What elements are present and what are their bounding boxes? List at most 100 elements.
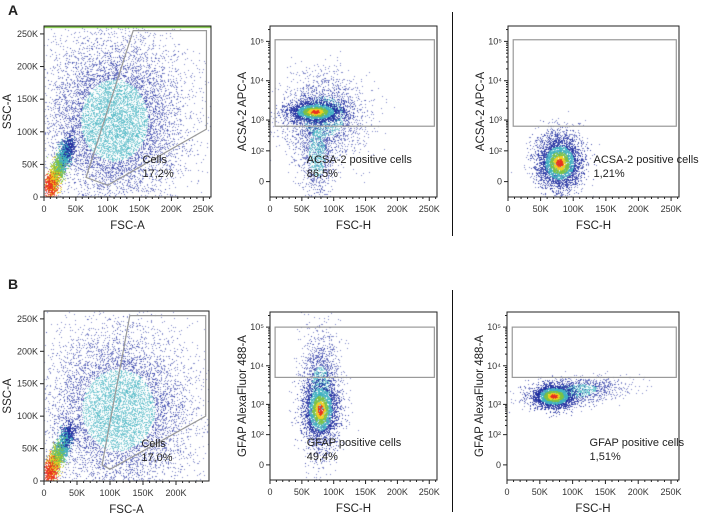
y-tick-label: 200K: [17, 346, 38, 356]
density-scatter: [507, 312, 679, 480]
y-tick-label: 10⁴: [250, 76, 264, 86]
plot-frame: [269, 311, 438, 481]
y-tick-label: 50K: [22, 444, 38, 454]
y-tick-label: 10²: [251, 146, 264, 156]
x-tick-label: 0: [267, 487, 272, 497]
gate-name: GFAP positive cells: [307, 437, 402, 449]
y-tick-label: 150K: [17, 379, 38, 389]
plot-axes: 0 50K 100K 150K 200K 250K 0 10² 10³ 10⁴ 10⁵ FSC-H AC…: [475, 25, 699, 232]
plot-frame: [506, 311, 680, 481]
x-tick-label: 200K: [628, 487, 649, 497]
gate-polygon[interactable]: [85, 30, 208, 186]
gate-rectangle[interactable]: [511, 326, 677, 378]
panel-label-a: A: [8, 2, 19, 18]
x-tick-label: 250K: [419, 487, 440, 497]
gate-name: Cells: [143, 154, 168, 166]
x-tick-label: 100K: [563, 204, 584, 214]
y-axis-title: GFAP AlexaFluor 488-A: [237, 335, 249, 457]
panel-label-b: B: [8, 276, 19, 292]
y-axis-title: SSC-A: [2, 94, 14, 129]
gate-rectangle[interactable]: [274, 326, 435, 378]
y-tick-label: 10²: [489, 146, 502, 156]
flow-plot-1: 0 50K 100K 150K 200K 250K 0 50K 100K 150K 200K 250K…: [2, 25, 214, 232]
gate-name: ACSA-2 positive cells: [307, 154, 413, 166]
y-tick-label: 0: [33, 476, 38, 486]
panel-divider-a: [452, 12, 453, 236]
y-tick-label: 50K: [22, 159, 38, 169]
y-tick-label: 0: [259, 460, 264, 470]
y-tick-label: 0: [497, 177, 502, 187]
x-axis-title: FSC-H: [576, 220, 611, 232]
x-tick-label: 100K: [323, 487, 344, 497]
y-tick-label: 10⁵: [250, 322, 264, 332]
x-tick-label: 50K: [532, 487, 548, 497]
gate-percent: 86,5%: [307, 168, 338, 180]
gate-rectangle[interactable]: [274, 39, 435, 127]
y-tick-label: 10⁵: [488, 36, 502, 46]
plot-axes: 0 50K 100K 150K 200K 250K 0 50K 100K 150K 200K 250K…: [2, 25, 214, 232]
x-tick-label: 200K: [165, 488, 186, 498]
plot-axes: 0 50K 100K 150K 200K 250K 0 10² 10³ 10⁴ 10⁵ FSC-H AC…: [237, 25, 440, 232]
gate-polygon[interactable]: [101, 315, 207, 471]
x-tick-label: 50K: [294, 487, 310, 497]
x-tick-label: 250K: [661, 204, 682, 214]
y-tick-label: 250K: [17, 314, 38, 324]
density-scatter: [44, 311, 209, 481]
x-axis-title: FSC-A: [109, 504, 144, 516]
gate-name: GFAP positive cells: [590, 437, 685, 449]
y-axis-title: GFAP AlexaFluor 488-A: [474, 335, 486, 457]
y-tick-label: 10⁴: [488, 76, 502, 86]
density-scatter: [270, 26, 437, 197]
y-tick-label: 100K: [17, 411, 38, 421]
y-tick-label: 10²: [488, 430, 501, 440]
y-tick-label: 10³: [489, 115, 502, 125]
flow-plot-6: 0 50K 100K 150K 200K 250K 0 10² 10³ 10⁴ 10⁵ FSC-H GF…: [474, 311, 685, 515]
gate-rectangle[interactable]: [512, 39, 677, 127]
x-tick-label: 250K: [419, 204, 440, 214]
panel-divider-b: [452, 290, 453, 512]
gate-percent: 1,51%: [590, 451, 621, 463]
x-tick-label: 150K: [355, 204, 376, 214]
density-scatter: [44, 26, 211, 197]
y-tick-label: 200K: [17, 62, 38, 72]
y-tick-label: 0: [496, 460, 501, 470]
plot-frame: [507, 25, 680, 198]
x-tick-label: 0: [41, 488, 46, 498]
flow-plot-5: 0 50K 100K 150K 200K 250K 0 10² 10³ 10⁴ 10⁵ FSC-H GF…: [237, 311, 440, 515]
y-tick-label: 10⁴: [487, 361, 501, 371]
y-axis-title: SSC-A: [2, 378, 14, 413]
x-tick-label: 50K: [294, 204, 310, 214]
x-tick-label: 250K: [661, 487, 682, 497]
y-tick-label: 250K: [17, 29, 38, 39]
y-tick-label: 100K: [17, 127, 38, 137]
x-tick-label: 250K: [193, 204, 214, 214]
density-scatter: [508, 26, 679, 197]
gate-percent: 17,2%: [143, 168, 174, 180]
plot-axes: 0 50K 100K 150K 200K 250K 0 10² 10³ 10⁴ 10⁵ FSC-H GF…: [474, 311, 685, 515]
x-tick-label: 0: [267, 204, 272, 214]
y-tick-label: 10⁴: [250, 361, 264, 371]
x-axis-title: FSC-H: [336, 220, 371, 232]
x-axis-title: FSC-H: [575, 503, 610, 515]
gate-percent: 1,21%: [594, 168, 625, 180]
y-tick-label: 10³: [488, 399, 501, 409]
x-tick-label: 150K: [595, 204, 616, 214]
flow-plot-2: 0 50K 100K 150K 200K 250K 0 10² 10³ 10⁴ 10⁵ FSC-H AC…: [237, 25, 440, 232]
y-tick-label: 10³: [251, 399, 264, 409]
x-tick-label: 0: [504, 487, 509, 497]
x-tick-label: 100K: [323, 204, 344, 214]
plot-frame: [43, 25, 212, 198]
y-tick-label: 150K: [17, 94, 38, 104]
gate-percent: 17,0%: [141, 452, 172, 464]
x-tick-label: 50K: [68, 204, 84, 214]
x-tick-label: 200K: [387, 204, 408, 214]
x-tick-label: 100K: [562, 487, 583, 497]
x-tick-label: 150K: [595, 487, 616, 497]
x-axis-title: FSC-H: [336, 503, 371, 515]
x-tick-label: 100K: [97, 204, 118, 214]
x-tick-label: 150K: [355, 487, 376, 497]
y-tick-label: 10⁵: [487, 322, 501, 332]
x-tick-label: 0: [41, 204, 46, 214]
x-axis-title: FSC-A: [110, 220, 145, 232]
x-tick-label: 0: [505, 204, 510, 214]
